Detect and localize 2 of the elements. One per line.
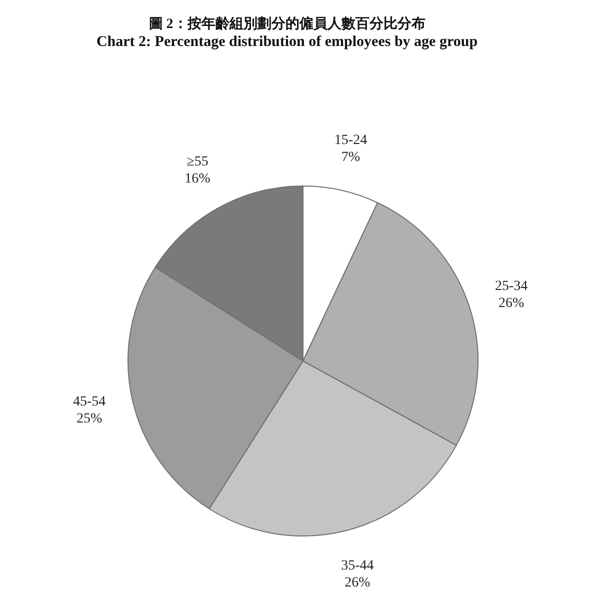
title: 圖 2：按年齡組別劃分的僱員人數百分比分布 [148, 17, 426, 32]
subtitle: Chart 2: Percentage distribution of employees by age group [96, 34, 478, 50]
